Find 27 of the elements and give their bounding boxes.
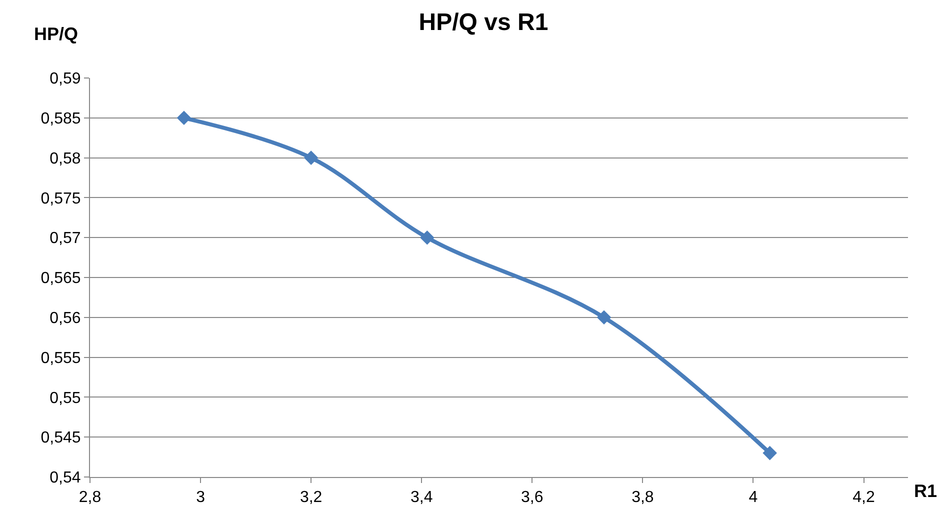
- y-tick-label: 0,58: [50, 150, 81, 168]
- point: [762, 446, 777, 460]
- point: [304, 150, 318, 165]
- y-tick-label: 0,59: [50, 70, 81, 88]
- x-axis-title: R1: [914, 481, 938, 501]
- x-tick-label: 3,8: [632, 489, 654, 506]
- y-tick-label: 0,575: [40, 190, 81, 208]
- y-tick-label: 0,555: [40, 350, 81, 367]
- y-tick-label: 0,56: [50, 310, 81, 327]
- x-tick-label: 3: [196, 489, 206, 506]
- chart-title: HP/Q vs R1: [418, 9, 548, 36]
- point: [596, 310, 612, 325]
- x-tick-label: 3,2: [300, 489, 322, 506]
- x-tick-label: 2,8: [78, 489, 102, 506]
- point: [420, 230, 434, 245]
- x-tick-label: 3,4: [410, 489, 433, 506]
- x-tick-label: 4: [748, 489, 758, 506]
- x-tick-label: 3,6: [521, 489, 544, 506]
- y-tick-label: 0,585: [40, 110, 81, 128]
- y-tick-label: 0,565: [40, 270, 81, 288]
- y-tick-label: 0,57: [50, 230, 81, 248]
- point: [176, 110, 192, 126]
- y-tick-label: 0,545: [40, 430, 81, 447]
- x-tick-label: 4,2: [852, 489, 875, 506]
- y-tick-label: 0,54: [50, 470, 81, 487]
- y-axis-title: HP/Q: [34, 24, 78, 44]
- y-tick-label: 0,55: [50, 390, 81, 407]
